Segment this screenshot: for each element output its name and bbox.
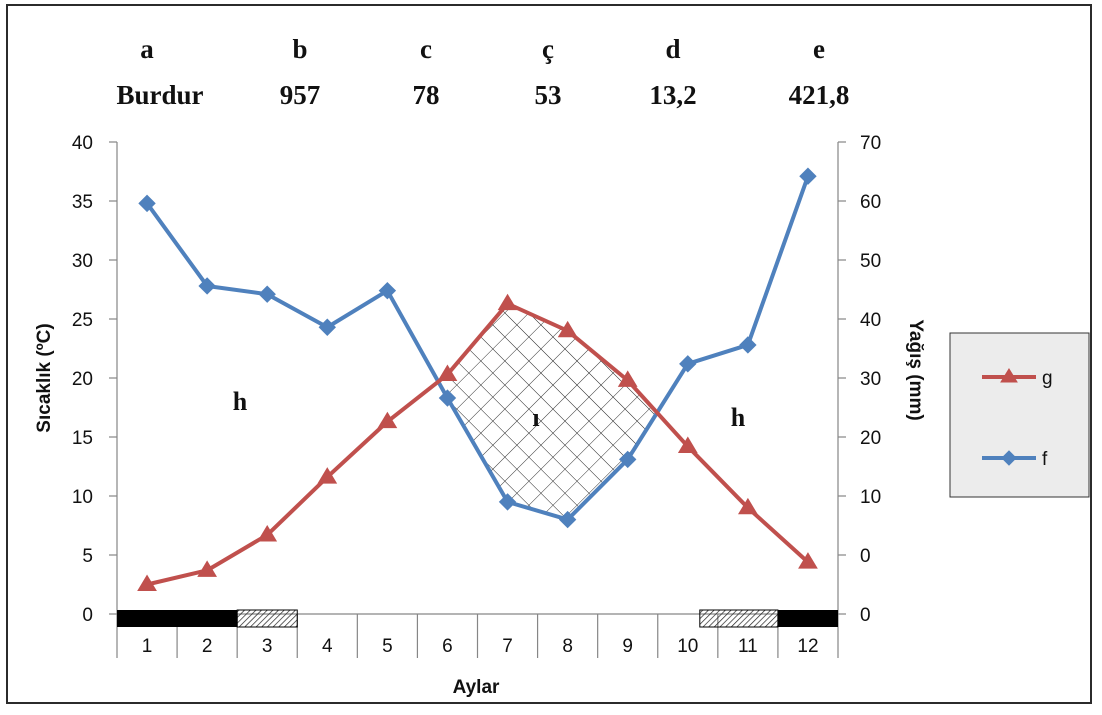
y2-tick-label: 20 bbox=[860, 428, 881, 449]
y-tick-label: 5 bbox=[82, 546, 93, 567]
header-value-e: 421,8 bbox=[789, 80, 850, 110]
header-letter-cc: ç bbox=[542, 34, 554, 64]
header-value-c: 78 bbox=[413, 80, 440, 110]
point-g bbox=[557, 320, 578, 338]
station-header: a b c ç d e Burdur 957 78 53 13,2 421,8 bbox=[116, 34, 849, 110]
y-tick-label: 10 bbox=[72, 487, 93, 508]
point-g bbox=[617, 370, 638, 387]
legend-label-f: f bbox=[1042, 449, 1048, 470]
x-tick-label: 1 bbox=[142, 636, 153, 657]
y2-tick-label: 40 bbox=[860, 310, 881, 331]
station-name: Burdur bbox=[116, 80, 203, 110]
point-g bbox=[377, 411, 398, 429]
y-tick-label: 40 bbox=[72, 133, 93, 154]
y2-axis-label: Yağış (mm) bbox=[905, 319, 926, 420]
point-f bbox=[498, 493, 517, 511]
y-axis-label: Sıcaklık (ºC) bbox=[34, 323, 55, 432]
dry-bar-hatched bbox=[699, 609, 779, 628]
legend-marker-g bbox=[1000, 368, 1018, 383]
header-value-d: 13,2 bbox=[649, 80, 696, 110]
legend-box bbox=[949, 332, 1090, 498]
left-axis-ticks: 0 5 10 15 20 25 30 35 40 bbox=[72, 133, 117, 626]
y-tick-label: 20 bbox=[72, 369, 93, 390]
point-g bbox=[257, 524, 278, 542]
y2-tick-label: 0 bbox=[860, 605, 871, 626]
point-f bbox=[739, 336, 757, 354]
y2-tick-label: 10 bbox=[860, 487, 881, 508]
x-axis-label: Aylar bbox=[453, 677, 500, 698]
y2-tick-label: 0 bbox=[860, 546, 871, 567]
y-tick-label: 15 bbox=[72, 428, 93, 449]
legend-label-g: g bbox=[1042, 368, 1053, 389]
x-tick-label: 8 bbox=[562, 636, 573, 657]
point-f bbox=[558, 510, 577, 529]
humid-period-label-right: h bbox=[731, 403, 746, 432]
series-line-g bbox=[146, 301, 810, 587]
y2-tick-label: 30 bbox=[860, 369, 881, 390]
x-tick-label: 10 bbox=[677, 636, 698, 657]
x-tick-label: 12 bbox=[797, 636, 818, 657]
x-tick-label: 4 bbox=[322, 636, 333, 657]
point-f bbox=[619, 450, 637, 469]
x-tick-label: 2 bbox=[202, 636, 213, 657]
header-letter-c: c bbox=[420, 34, 432, 64]
humid-period-label-left: h bbox=[233, 387, 248, 416]
header-value-b: 957 bbox=[280, 80, 321, 110]
point-g bbox=[317, 467, 338, 484]
point-f bbox=[799, 167, 817, 185]
right-axis-ticks: 0 0 10 20 30 40 50 60 70 bbox=[838, 133, 881, 626]
y-tick-label: 35 bbox=[72, 192, 93, 213]
arid-period-label: ı bbox=[532, 403, 539, 432]
y-tick-label: 0 bbox=[82, 605, 93, 626]
x-tick-label: 5 bbox=[382, 636, 393, 657]
series-line-f bbox=[145, 175, 810, 522]
point-g bbox=[137, 574, 157, 591]
dry-period-bar bbox=[117, 609, 838, 628]
legend-marker-f bbox=[1001, 450, 1017, 466]
legend: g f bbox=[949, 332, 1090, 498]
header-letter-d: d bbox=[665, 34, 680, 64]
point-g bbox=[437, 364, 458, 381]
point-g bbox=[197, 560, 218, 577]
y-tick-label: 30 bbox=[72, 251, 93, 272]
dry-bar-hatched bbox=[236, 609, 298, 628]
point-g bbox=[737, 497, 758, 515]
figure-frame bbox=[6, 4, 1092, 704]
point-f bbox=[198, 277, 216, 295]
x-tick-label: 9 bbox=[622, 636, 633, 657]
point-f bbox=[258, 285, 276, 303]
y2-tick-label: 50 bbox=[860, 251, 881, 272]
header-value-cc: 53 bbox=[535, 80, 562, 110]
y2-tick-label: 60 bbox=[860, 192, 881, 213]
y-tick-label: 25 bbox=[72, 310, 93, 331]
point-g bbox=[798, 552, 818, 569]
point-g bbox=[677, 436, 698, 453]
point-f bbox=[378, 281, 397, 300]
x-tick-label: 6 bbox=[442, 636, 453, 657]
x-tick-label: 7 bbox=[502, 636, 513, 657]
header-letter-e: e bbox=[813, 34, 825, 64]
point-f bbox=[438, 389, 457, 407]
header-letter-a: a bbox=[140, 34, 154, 64]
x-tick-label: 11 bbox=[738, 636, 758, 657]
arid-period-area bbox=[438, 303, 658, 520]
header-letter-b: b bbox=[292, 34, 307, 64]
dry-bar-solid bbox=[777, 610, 838, 627]
point-g bbox=[497, 293, 518, 311]
series-layer bbox=[137, 167, 818, 591]
point-f bbox=[318, 318, 336, 336]
point-f bbox=[679, 355, 697, 373]
dry-bar-solid bbox=[117, 610, 238, 627]
point-f bbox=[138, 194, 156, 213]
x-tick-label: 3 bbox=[262, 636, 273, 657]
y2-tick-label: 70 bbox=[860, 133, 881, 154]
